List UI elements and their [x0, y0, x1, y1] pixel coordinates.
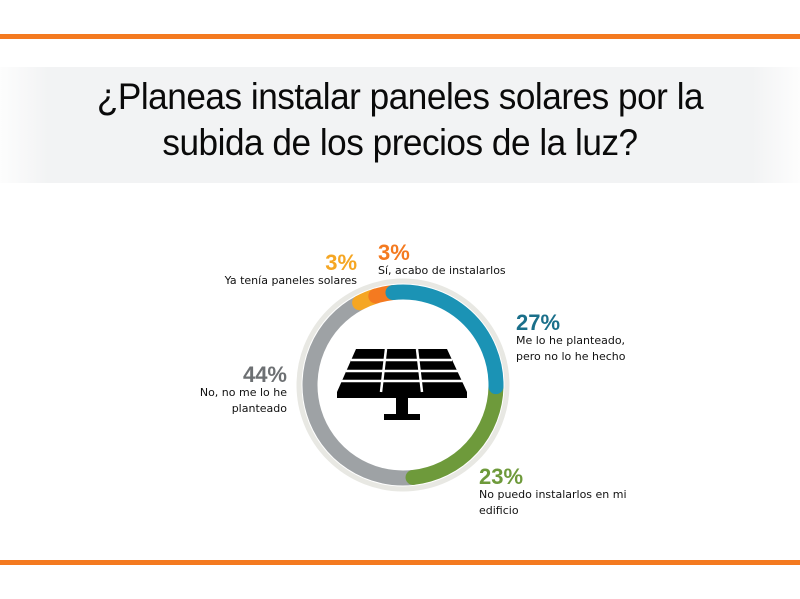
top-orange-rule: [0, 34, 800, 39]
pct-yellow: 3%: [325, 250, 357, 275]
text-orange: Sí, acabo de instalarlos: [378, 264, 506, 277]
text-gray: No, no me lo he planteado: [199, 386, 287, 415]
pct-teal: 27%: [516, 310, 561, 335]
label-ya-tenia: 3% Ya tenía paneles solares: [224, 250, 357, 289]
text-yellow: Ya tenía paneles solares: [224, 274, 357, 287]
text-green: No puedo instalarlos en mi edificio: [479, 488, 627, 517]
label-no-puedo-instalarlos: 23% No puedo instalarlos en mi edificio: [479, 464, 639, 519]
page-title: ¿Planeas instalar paneles solares por la…: [20, 74, 780, 166]
solar-panel-icon: [337, 348, 467, 420]
bottom-orange-rule: [0, 560, 800, 565]
pct-orange: 3%: [378, 240, 410, 265]
donut-segments: [302, 284, 504, 486]
title-band: [0, 67, 800, 183]
donut-segment: [302, 295, 421, 486]
title-line-1: ¿Planeas instalar paneles solares por la: [96, 76, 704, 117]
pct-gray: 44%: [242, 362, 287, 387]
text-teal: Me lo he planteado, pero no lo he hecho: [516, 334, 626, 363]
title-line-2: subida de los precios de la luz?: [162, 122, 638, 163]
donut-segment: [405, 379, 504, 485]
pct-green: 23%: [479, 464, 524, 489]
donut-segment: [385, 284, 504, 395]
label-no-me-lo-he-planteado: 44% No, no me lo he planteado: [177, 362, 287, 417]
label-me-lo-he-planteado: 27% Me lo he planteado, pero no lo he he…: [516, 310, 631, 365]
outer-ring: [296, 278, 510, 492]
label-si-acabo: 3% Sí, acabo de instalarlos: [378, 240, 506, 279]
